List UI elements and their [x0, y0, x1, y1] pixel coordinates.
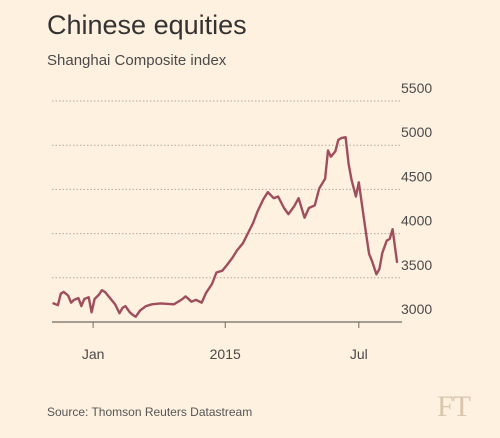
chart-subtitle: Shanghai Composite index: [47, 52, 227, 69]
y-tick-label: 3000: [401, 301, 432, 317]
y-tick-label: 3500: [401, 257, 432, 273]
x-tick-label: 2015: [210, 346, 241, 362]
chart-title: Chinese equities: [47, 10, 247, 40]
y-tick-label: 5000: [401, 124, 432, 140]
y-tick-label: 4500: [401, 168, 432, 184]
x-tick-label: Jan: [82, 346, 105, 362]
x-tick-label: Jul: [350, 346, 368, 362]
y-tick-label: 4000: [401, 213, 432, 229]
source-note: Source: Thomson Reuters Datastream: [47, 405, 253, 419]
series-line-shanghai-composite: [52, 135, 399, 318]
ft-logo: FT: [437, 390, 471, 423]
y-tick-label: 5500: [401, 80, 432, 96]
